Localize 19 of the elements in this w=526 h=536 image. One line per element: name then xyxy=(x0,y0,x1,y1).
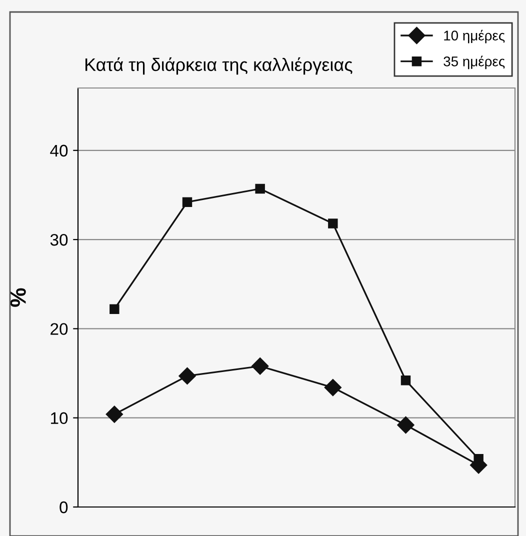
point xyxy=(252,358,269,375)
point xyxy=(182,197,192,207)
y-tick-label: 10 xyxy=(51,412,68,424)
y-axis-title: % xyxy=(10,288,26,307)
y-tick-label: 0 xyxy=(60,501,68,514)
y-tick-label: 20 xyxy=(50,323,68,335)
point xyxy=(397,416,414,434)
point xyxy=(110,304,120,314)
y-tick-label: 40 xyxy=(50,144,68,157)
y-tick-label: 30 xyxy=(50,234,68,246)
point xyxy=(324,378,342,396)
point xyxy=(328,218,338,228)
legend-label: 35 ημέρες xyxy=(444,56,505,70)
legend-label: 10 ημέρες xyxy=(444,30,505,44)
point xyxy=(255,184,265,194)
point xyxy=(178,367,196,385)
chart-title: Κατά τη διάρκεια της καλλιέργειας xyxy=(85,57,352,75)
point xyxy=(400,376,411,386)
point xyxy=(106,406,123,423)
